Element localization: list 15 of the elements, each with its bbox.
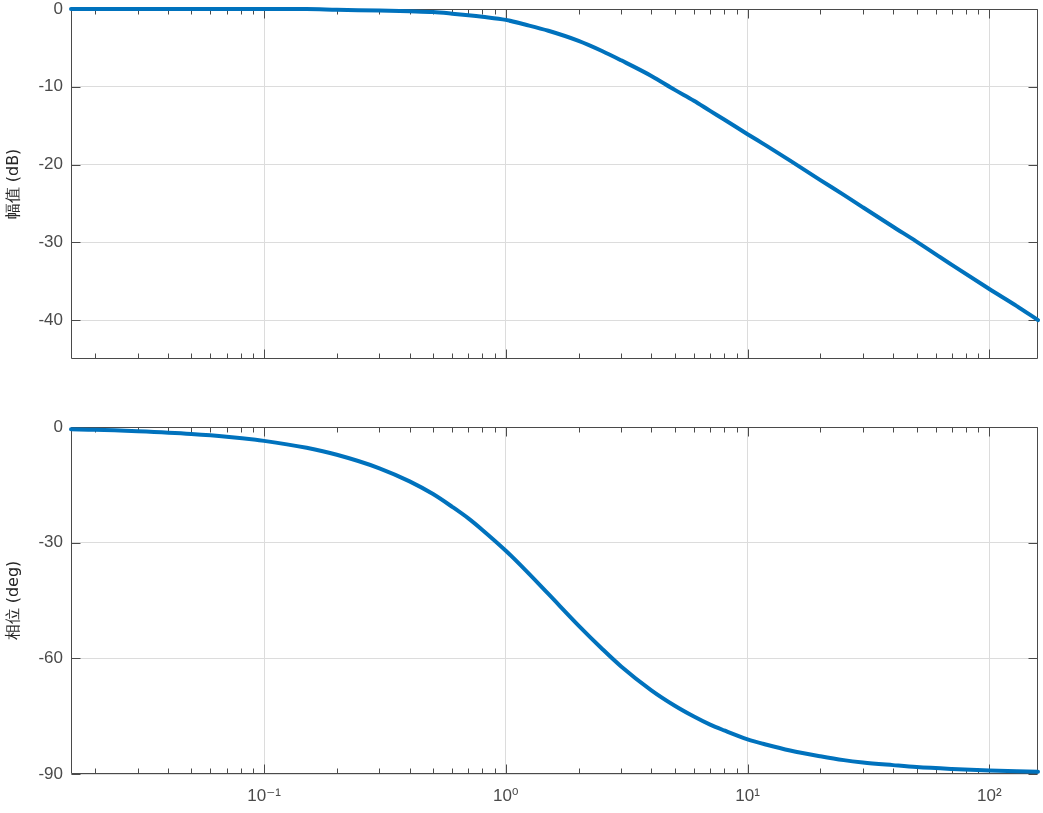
x-tick-label: 10² <box>977 785 1002 805</box>
y-tick-label: -40 <box>38 309 63 329</box>
x-tick-label: 10⁻¹ <box>247 785 282 805</box>
x-tick-label: 10¹ <box>735 785 761 805</box>
y-tick-label: -90 <box>38 763 63 783</box>
y-tick-label: -30 <box>38 532 63 552</box>
x-tick-label: 10⁰ <box>492 785 519 805</box>
y-axis-title: 相位 (deg) <box>2 560 22 641</box>
y-tick-label: -30 <box>38 232 63 252</box>
y-tick-label: 0 <box>53 416 63 436</box>
y-tick-label: 0 <box>53 0 63 18</box>
y-tick-label: -20 <box>38 154 63 174</box>
y-tick-label: -10 <box>38 76 63 96</box>
y-axis-title: 幅值 (dB) <box>2 148 22 220</box>
y-tick-label: -60 <box>38 648 63 668</box>
